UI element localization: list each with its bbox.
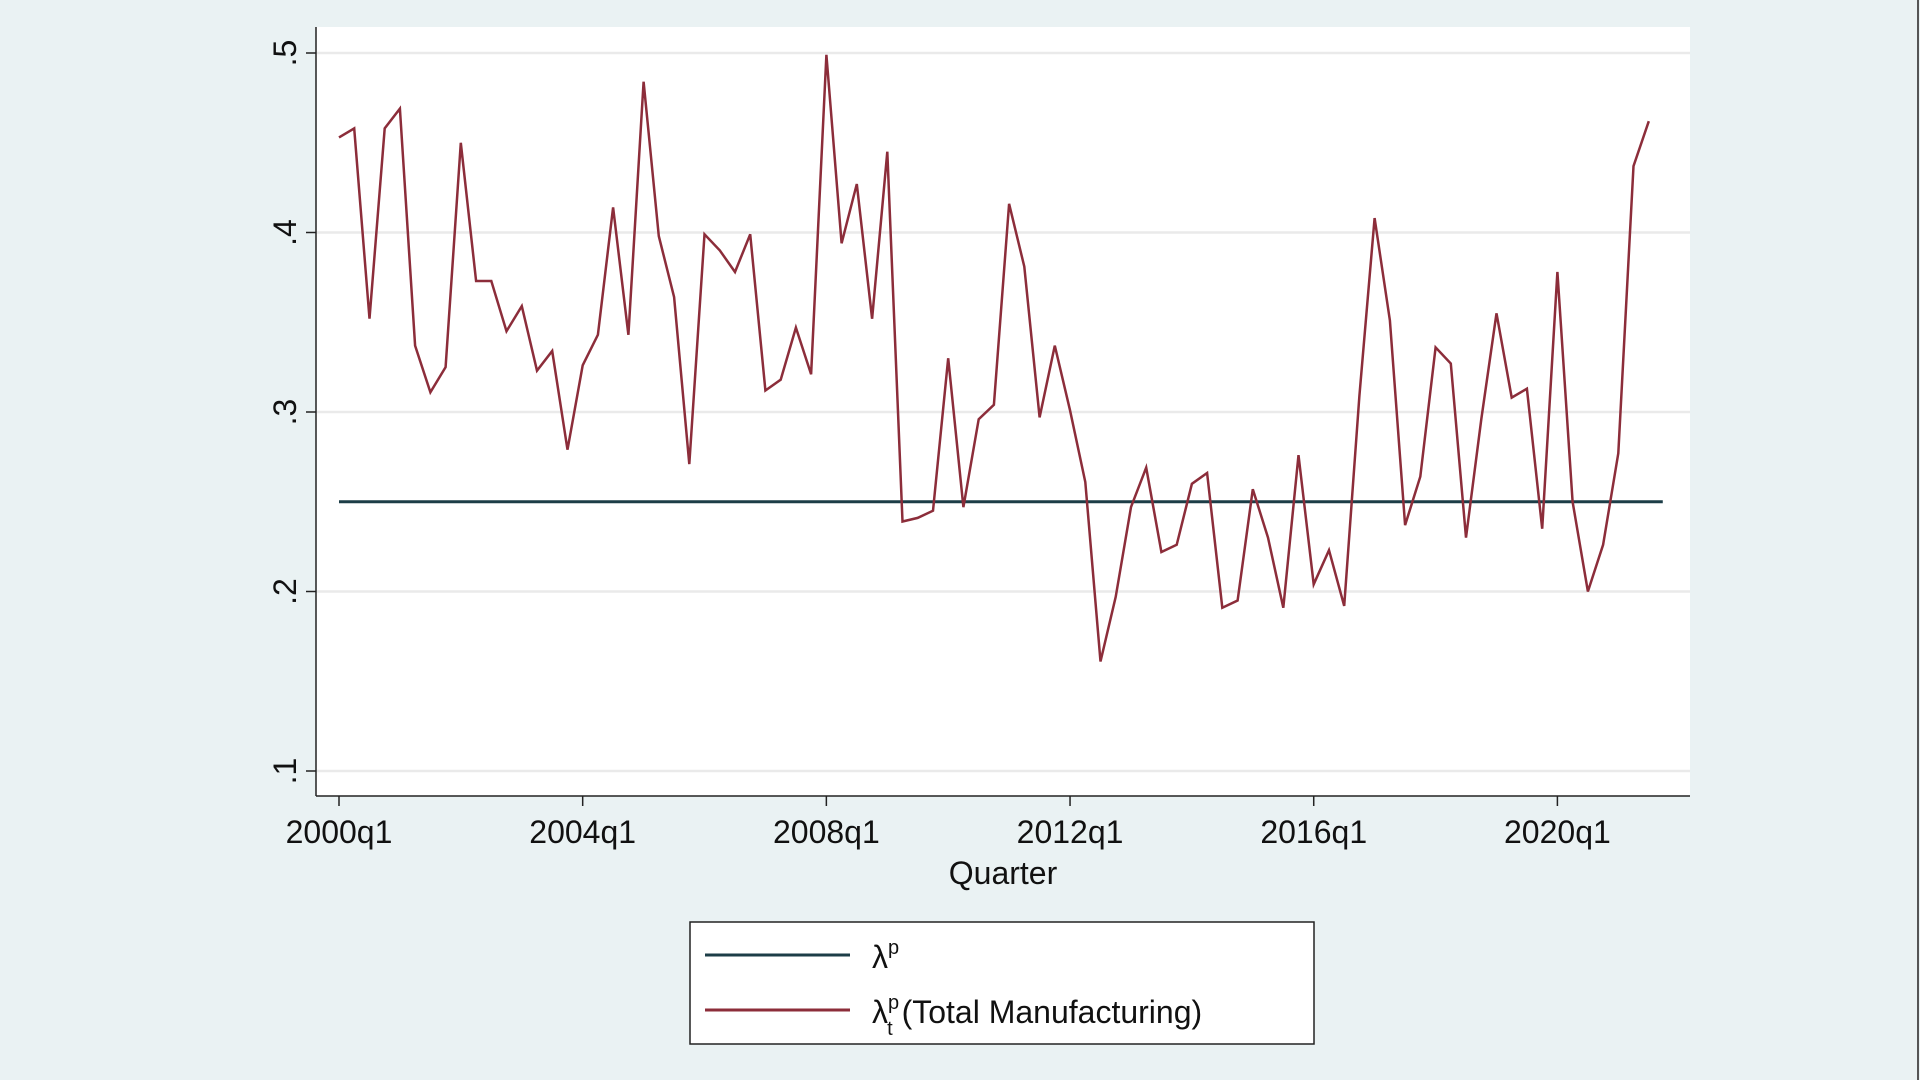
x-tick-label: 2012q1 (1017, 814, 1124, 850)
y-tick-label: .4 (267, 219, 303, 246)
legend-label-total-manufacturing: λp t (Total Manufacturing) (872, 992, 1202, 1040)
legend-label-lambda-p: λp (872, 937, 899, 975)
gridlines (316, 51, 1690, 773)
x-tick-label: 2016q1 (1260, 814, 1367, 850)
y-tick-label: .1 (267, 758, 303, 785)
legend-box (689, 921, 1315, 1045)
x-tick-label: 2008q1 (773, 814, 880, 850)
x-axis: 2000q1 2004q1 2008q1 2012q1 2016q1 2020q1 (286, 795, 1690, 850)
y-tick-label: .5 (267, 40, 303, 67)
legend: λp λp t (Total Manufacturing) (689, 921, 1315, 1045)
x-tick-label: 2000q1 (286, 814, 393, 850)
y-axis: .1 .2 .3 .4 .5 (267, 27, 317, 796)
x-tick-label: 2004q1 (529, 814, 636, 850)
series-group (338, 54, 1663, 662)
y-tick-label: .2 (267, 578, 303, 605)
x-tick-label: 2020q1 (1504, 814, 1611, 850)
y-tick-label: .3 (267, 399, 303, 426)
x-axis-label: Quarter (949, 855, 1058, 891)
